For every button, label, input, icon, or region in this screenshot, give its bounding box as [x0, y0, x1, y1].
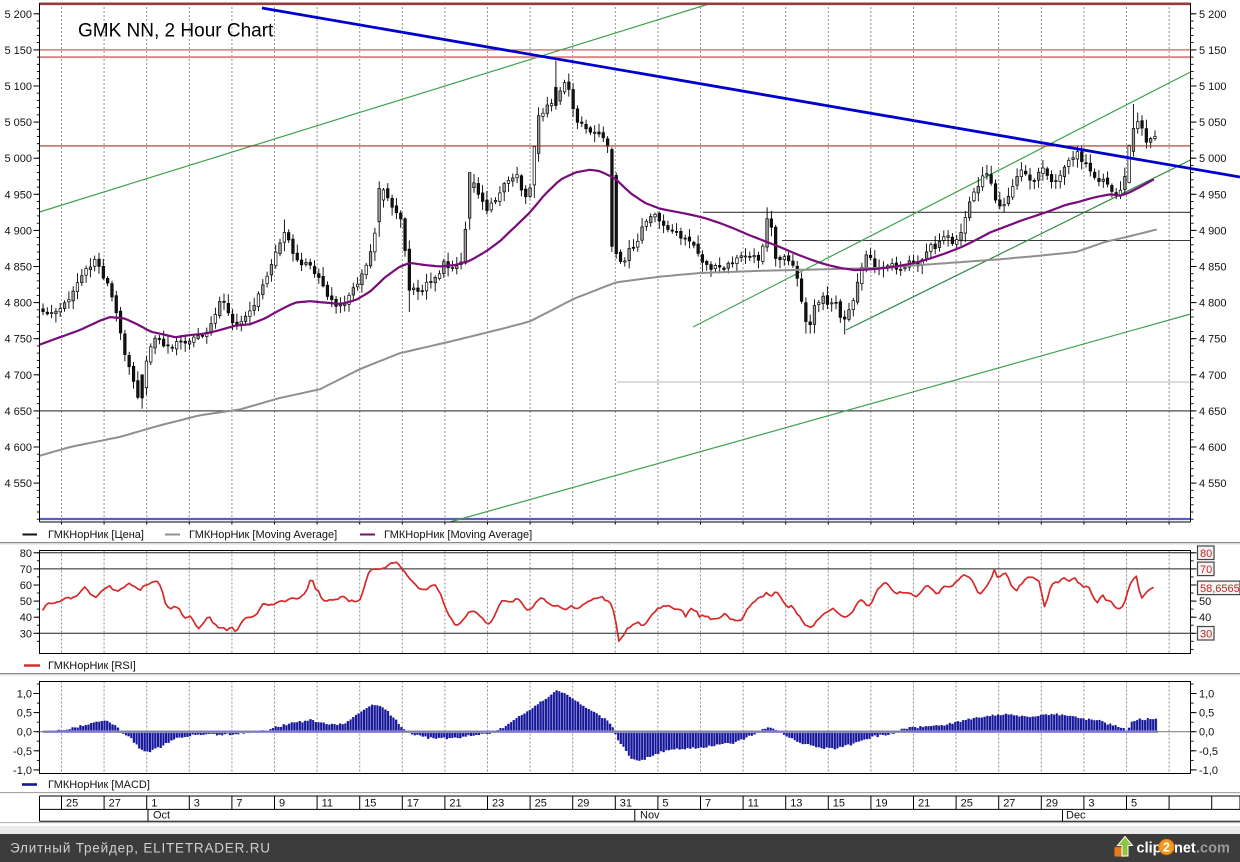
- svg-text:19: 19: [875, 798, 887, 810]
- svg-text:11: 11: [322, 798, 333, 810]
- svg-text:5 150: 5 150: [4, 45, 32, 57]
- svg-text:4 700: 4 700: [1199, 370, 1227, 382]
- svg-text:40: 40: [1199, 612, 1211, 624]
- svg-text:-1,0: -1,0: [1199, 765, 1218, 777]
- svg-text:Dec: Dec: [1066, 809, 1086, 821]
- svg-text:ГМКНорНик [MACD]: ГМКНорНик [MACD]: [48, 779, 150, 791]
- svg-text:29: 29: [1046, 798, 1058, 810]
- svg-text:4 700: 4 700: [4, 370, 32, 382]
- svg-text:ГМКНорНик [RSI]: ГМКНорНик [RSI]: [48, 660, 136, 672]
- svg-text:0,5: 0,5: [1199, 708, 1214, 720]
- svg-text:15: 15: [833, 798, 845, 810]
- svg-text:1,0: 1,0: [17, 689, 32, 701]
- svg-text:4 600: 4 600: [4, 442, 32, 454]
- svg-text:5: 5: [1131, 798, 1137, 810]
- svg-text:29: 29: [577, 798, 589, 810]
- svg-text:23: 23: [492, 798, 504, 810]
- svg-text:3: 3: [1088, 798, 1094, 810]
- svg-text:-1,0: -1,0: [13, 765, 32, 777]
- svg-text:4 600: 4 600: [1199, 442, 1227, 454]
- svg-text:4 750: 4 750: [1199, 334, 1227, 346]
- svg-text:Oct: Oct: [153, 809, 170, 821]
- svg-text:0,5: 0,5: [17, 708, 32, 720]
- svg-text:25: 25: [961, 798, 973, 810]
- svg-text:50: 50: [20, 596, 32, 608]
- svg-text:clip: clip: [1137, 841, 1162, 857]
- svg-text:5 050: 5 050: [1199, 117, 1227, 129]
- svg-text:4 950: 4 950: [4, 189, 32, 201]
- svg-text:5 150: 5 150: [1199, 45, 1227, 57]
- svg-text:70: 70: [20, 564, 32, 576]
- svg-text:ГМКНорНик [Moving Average]: ГМКНорНик [Moving Average]: [189, 529, 337, 541]
- svg-text:4 900: 4 900: [4, 225, 32, 237]
- svg-text:3: 3: [194, 798, 200, 810]
- svg-text:4 550: 4 550: [1199, 478, 1227, 490]
- svg-text:1: 1: [151, 798, 157, 810]
- svg-text:1,0: 1,0: [1199, 689, 1214, 701]
- svg-text:15: 15: [364, 798, 376, 810]
- svg-text:2: 2: [1163, 841, 1170, 855]
- svg-text:9: 9: [279, 798, 285, 810]
- svg-text:4 550: 4 550: [4, 478, 32, 490]
- svg-text:ГМКНорНик [Moving Average]: ГМКНорНик [Moving Average]: [384, 529, 532, 541]
- svg-text:4 650: 4 650: [4, 406, 32, 418]
- svg-text:.com: .com: [1196, 841, 1230, 857]
- svg-text:70: 70: [1200, 564, 1212, 576]
- svg-text:11: 11: [748, 798, 759, 810]
- svg-text:4 750: 4 750: [4, 334, 32, 346]
- svg-text:5 100: 5 100: [1199, 81, 1227, 93]
- svg-text:7: 7: [236, 798, 242, 810]
- svg-text:5 050: 5 050: [4, 117, 32, 129]
- svg-text:21: 21: [918, 798, 930, 810]
- svg-text:0,0: 0,0: [1199, 727, 1214, 739]
- svg-text:27: 27: [1003, 798, 1015, 810]
- svg-text:GMK NN, 2 Hour Chart: GMK NN, 2 Hour Chart: [78, 21, 274, 42]
- svg-text:5: 5: [662, 798, 668, 810]
- svg-text:5 200: 5 200: [4, 9, 32, 21]
- svg-text:60: 60: [20, 580, 32, 592]
- svg-text:4 950: 4 950: [1199, 189, 1227, 201]
- svg-text:4 850: 4 850: [4, 262, 32, 274]
- svg-text:4 850: 4 850: [1199, 262, 1227, 274]
- svg-text:-0,5: -0,5: [13, 746, 32, 758]
- svg-text:27: 27: [109, 798, 121, 810]
- svg-text:80: 80: [20, 548, 32, 560]
- svg-text:4 650: 4 650: [1199, 406, 1227, 418]
- svg-text:4 900: 4 900: [1199, 225, 1227, 237]
- svg-text:4 800: 4 800: [1199, 298, 1227, 310]
- svg-text:30: 30: [1200, 629, 1212, 641]
- svg-text:net: net: [1174, 841, 1196, 857]
- svg-text:5 000: 5 000: [4, 153, 32, 165]
- svg-text:4 800: 4 800: [4, 298, 32, 310]
- svg-text:17: 17: [407, 798, 419, 810]
- svg-text:31: 31: [620, 798, 632, 810]
- svg-text:-0,5: -0,5: [1199, 746, 1218, 758]
- svg-text:5 000: 5 000: [1199, 153, 1227, 165]
- svg-text:25: 25: [66, 798, 78, 810]
- svg-text:21: 21: [449, 798, 461, 810]
- svg-text:58,6565: 58,6565: [1200, 583, 1240, 595]
- svg-text:13: 13: [790, 798, 802, 810]
- svg-text:40: 40: [20, 612, 32, 624]
- svg-text:0,0: 0,0: [17, 727, 32, 739]
- svg-text:Элитный Трейдер, ELITETRADER.R: Элитный Трейдер, ELITETRADER.RU: [10, 841, 271, 856]
- svg-text:80: 80: [1200, 548, 1212, 560]
- svg-text:30: 30: [20, 628, 32, 640]
- svg-text:5 200: 5 200: [1199, 9, 1227, 21]
- svg-text:5 100: 5 100: [4, 81, 32, 93]
- svg-text:Nov: Nov: [640, 809, 660, 821]
- svg-text:ГМКНорНик [Цена]: ГМКНорНик [Цена]: [48, 529, 144, 541]
- svg-text:50: 50: [1199, 596, 1211, 608]
- svg-text:25: 25: [535, 798, 547, 810]
- svg-text:7: 7: [705, 798, 711, 810]
